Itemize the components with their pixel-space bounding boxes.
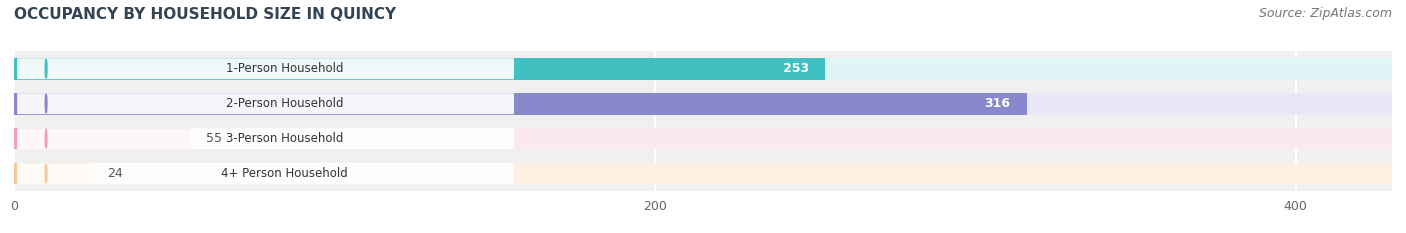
Text: Source: ZipAtlas.com: Source: ZipAtlas.com [1258, 7, 1392, 20]
FancyBboxPatch shape [17, 58, 515, 79]
Bar [14, 58, 825, 80]
Bar [14, 128, 1392, 150]
Bar [14, 163, 91, 185]
Bar [14, 58, 1392, 80]
FancyBboxPatch shape [17, 93, 515, 114]
Bar [14, 128, 190, 150]
FancyBboxPatch shape [17, 163, 515, 184]
Circle shape [45, 59, 46, 78]
Circle shape [45, 94, 46, 113]
Bar [14, 93, 1392, 115]
Circle shape [45, 164, 46, 183]
Circle shape [45, 129, 46, 148]
Text: 1-Person Household: 1-Person Household [226, 62, 343, 75]
Text: 24: 24 [107, 167, 122, 180]
FancyBboxPatch shape [17, 128, 515, 149]
Text: 3-Person Household: 3-Person Household [226, 132, 343, 145]
Text: 253: 253 [783, 62, 808, 75]
Text: 55: 55 [207, 132, 222, 145]
Text: 2-Person Household: 2-Person Household [226, 97, 343, 110]
Text: OCCUPANCY BY HOUSEHOLD SIZE IN QUINCY: OCCUPANCY BY HOUSEHOLD SIZE IN QUINCY [14, 7, 396, 22]
Text: 316: 316 [984, 97, 1011, 110]
Bar [14, 93, 1026, 115]
Bar [14, 163, 1392, 185]
Text: 4+ Person Household: 4+ Person Household [222, 167, 349, 180]
